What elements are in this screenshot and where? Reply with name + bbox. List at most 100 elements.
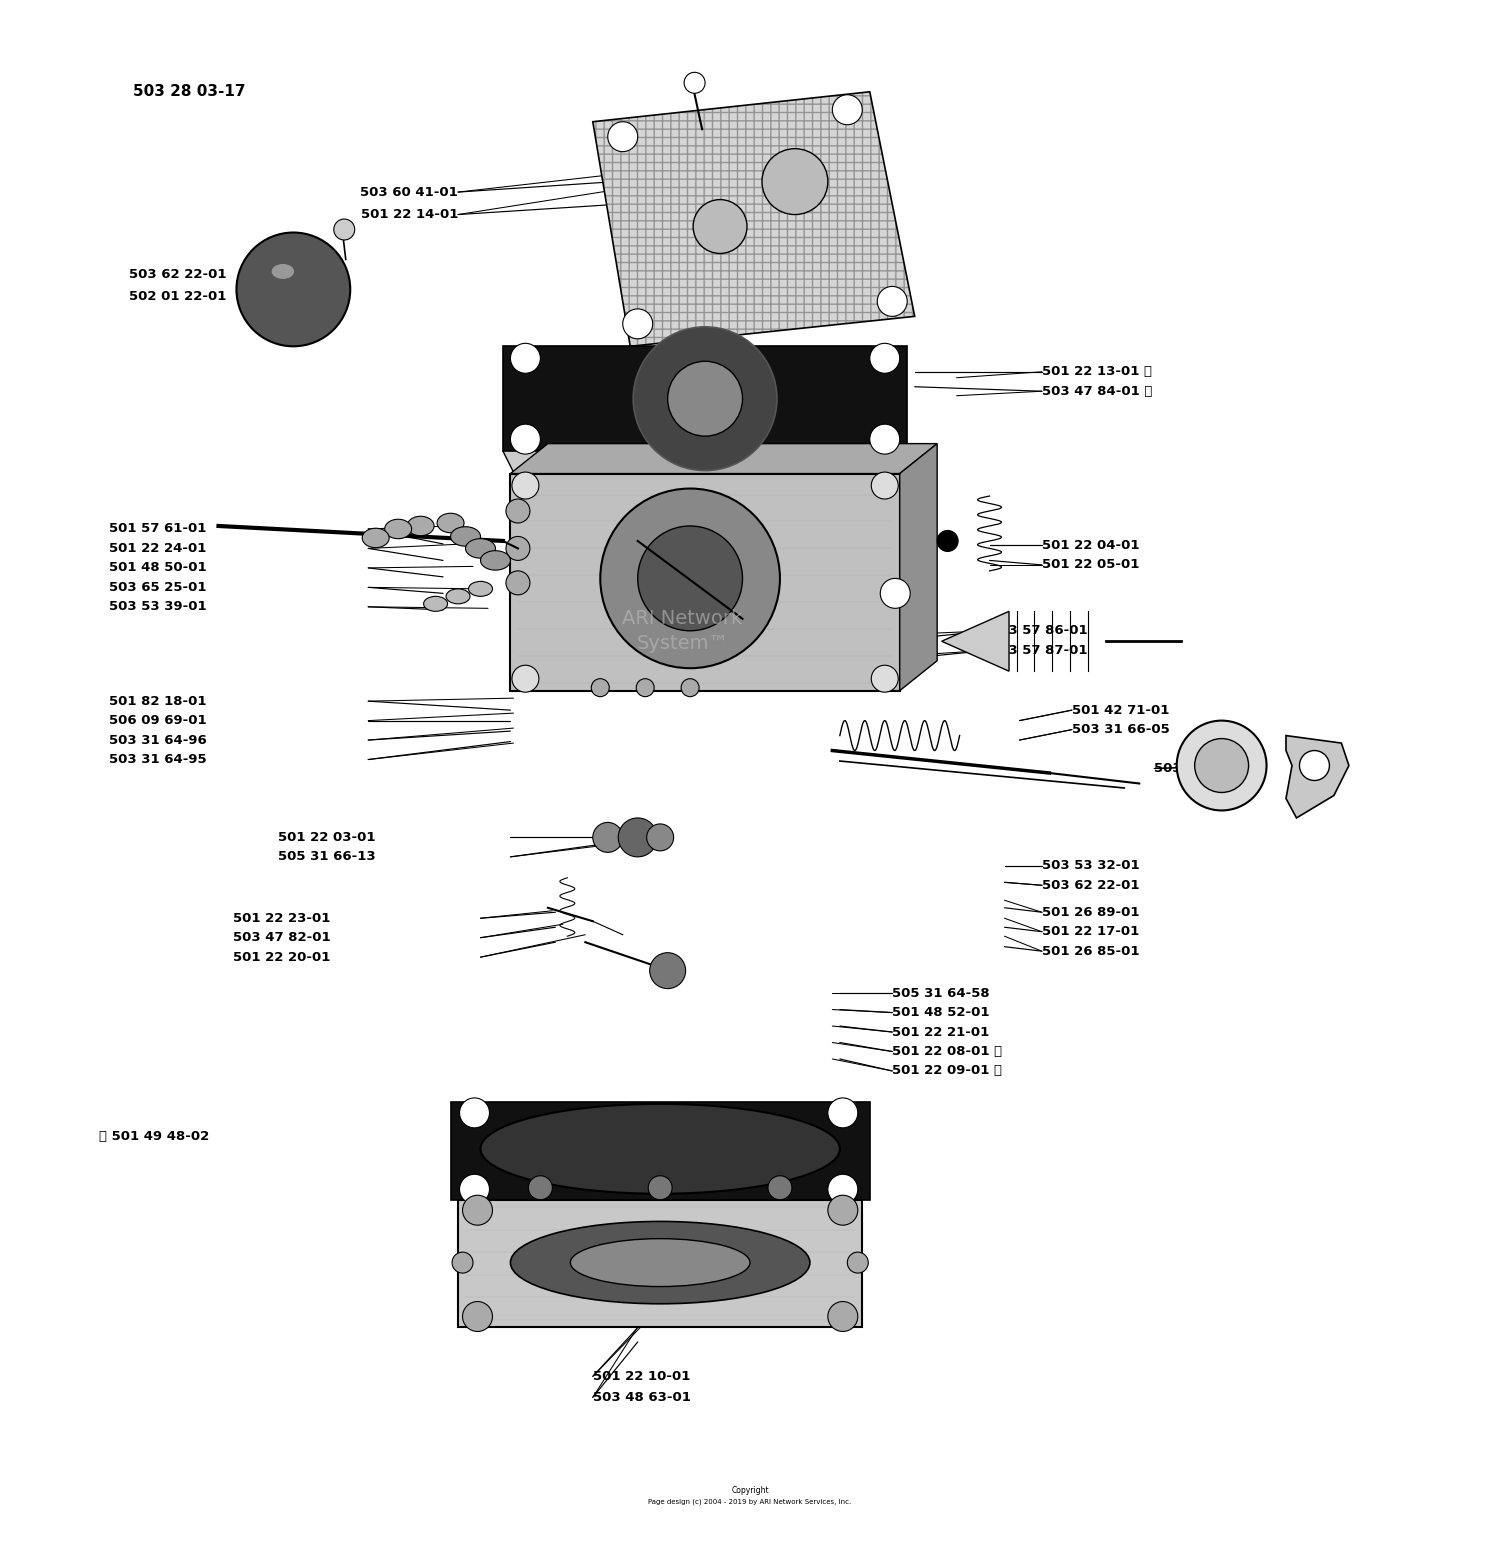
Ellipse shape — [468, 581, 492, 596]
Circle shape — [828, 1097, 858, 1129]
Circle shape — [512, 665, 538, 692]
Polygon shape — [942, 612, 1010, 671]
Circle shape — [828, 1174, 858, 1204]
Text: 503 62 22-01: 503 62 22-01 — [1042, 879, 1140, 891]
Circle shape — [638, 526, 742, 631]
Circle shape — [871, 471, 898, 500]
Text: 501 22 20-01: 501 22 20-01 — [234, 951, 332, 963]
Text: 503 47 82-01: 503 47 82-01 — [234, 932, 332, 944]
Polygon shape — [592, 92, 915, 347]
Circle shape — [1299, 751, 1329, 780]
Circle shape — [528, 1175, 552, 1200]
Text: 503 48 63-01: 503 48 63-01 — [592, 1391, 690, 1403]
Circle shape — [633, 326, 777, 470]
Text: 501 22 13-01 ⑗: 501 22 13-01 ⑗ — [1042, 365, 1152, 378]
Circle shape — [828, 1302, 858, 1332]
Text: 501 22 03-01: 501 22 03-01 — [279, 830, 376, 845]
Text: 501 22 17-01: 501 22 17-01 — [1042, 926, 1138, 938]
Polygon shape — [458, 1200, 862, 1327]
Circle shape — [1194, 738, 1248, 793]
Text: 501 82 18-01: 501 82 18-01 — [110, 695, 207, 707]
Circle shape — [591, 679, 609, 696]
Circle shape — [510, 343, 540, 373]
Text: 503 53 32-01: 503 53 32-01 — [1042, 860, 1140, 873]
Ellipse shape — [570, 1238, 750, 1286]
Circle shape — [878, 286, 908, 317]
Ellipse shape — [510, 1221, 810, 1303]
Text: 501 48 50-01: 501 48 50-01 — [110, 562, 207, 574]
Text: 501 26 89-01: 501 26 89-01 — [1042, 905, 1140, 919]
Text: 501 22 21-01: 501 22 21-01 — [892, 1026, 990, 1038]
Circle shape — [622, 309, 652, 339]
Circle shape — [650, 952, 686, 988]
Text: 501 42 71-01: 501 42 71-01 — [1072, 704, 1170, 716]
Text: 503 60 41-01: 503 60 41-01 — [360, 186, 458, 198]
Circle shape — [762, 148, 828, 214]
Circle shape — [681, 679, 699, 696]
Circle shape — [768, 1175, 792, 1200]
Text: 501 22 08-01 ⑗: 501 22 08-01 ⑗ — [892, 1044, 1002, 1058]
Text: 505 31 64-58: 505 31 64-58 — [892, 987, 990, 999]
Circle shape — [684, 72, 705, 94]
Circle shape — [459, 1174, 489, 1204]
Ellipse shape — [480, 1104, 840, 1194]
Circle shape — [452, 1252, 472, 1274]
Polygon shape — [1286, 735, 1348, 818]
Circle shape — [608, 122, 638, 151]
Text: 503 62 22-01: 503 62 22-01 — [129, 268, 226, 281]
Polygon shape — [450, 1102, 870, 1200]
Text: 501 22 14-01: 501 22 14-01 — [360, 208, 458, 222]
Text: ARI Network
System™: ARI Network System™ — [622, 609, 742, 652]
Circle shape — [1176, 721, 1266, 810]
Circle shape — [693, 200, 747, 253]
Circle shape — [462, 1196, 492, 1225]
Circle shape — [237, 233, 350, 347]
Ellipse shape — [384, 520, 411, 539]
Text: 501 26 85-01: 501 26 85-01 — [1042, 944, 1140, 958]
Circle shape — [833, 95, 862, 125]
Circle shape — [600, 489, 780, 668]
Text: 505 31 66-13: 505 31 66-13 — [279, 851, 376, 863]
Ellipse shape — [446, 588, 470, 604]
Text: 501 22 05-01: 501 22 05-01 — [1042, 559, 1140, 571]
Circle shape — [462, 1302, 492, 1332]
Text: Page design (c) 2004 - 2019 by ARI Network Services, Inc.: Page design (c) 2004 - 2019 by ARI Netwo… — [648, 1499, 852, 1505]
Polygon shape — [510, 443, 938, 473]
Ellipse shape — [406, 517, 433, 535]
Circle shape — [506, 500, 530, 523]
Circle shape — [334, 219, 354, 240]
Circle shape — [506, 537, 530, 560]
Circle shape — [870, 425, 900, 454]
Text: 501 22 10-01: 501 22 10-01 — [592, 1371, 690, 1383]
Circle shape — [880, 579, 910, 609]
Circle shape — [871, 665, 898, 692]
Text: 506 09 69-01: 506 09 69-01 — [110, 713, 207, 727]
Polygon shape — [503, 451, 908, 481]
Text: 503 31 66-05: 503 31 66-05 — [1072, 723, 1170, 737]
Text: 501 22 23-01: 501 22 23-01 — [234, 912, 332, 924]
Text: 503 28 03-17: 503 28 03-17 — [134, 84, 246, 100]
Circle shape — [618, 818, 657, 857]
Text: 503 53 39-01: 503 53 39-01 — [110, 601, 207, 613]
Circle shape — [510, 425, 540, 454]
Text: 501 22 24-01: 501 22 24-01 — [110, 542, 207, 554]
Text: 503 31 64-95: 503 31 64-95 — [110, 752, 207, 766]
Circle shape — [828, 1196, 858, 1225]
Text: 503 47 84-01 ⑗: 503 47 84-01 ⑗ — [1042, 384, 1152, 398]
Ellipse shape — [480, 551, 510, 570]
Ellipse shape — [465, 539, 495, 559]
Circle shape — [646, 824, 674, 851]
Circle shape — [847, 1252, 868, 1274]
Circle shape — [512, 471, 538, 500]
Text: 502 01 22-01: 502 01 22-01 — [129, 290, 226, 303]
Circle shape — [459, 1097, 489, 1129]
Polygon shape — [503, 347, 908, 451]
Circle shape — [592, 823, 622, 852]
Circle shape — [648, 1175, 672, 1200]
Ellipse shape — [436, 514, 463, 532]
Text: Copyright: Copyright — [730, 1486, 770, 1495]
Text: 501 48 52-01: 501 48 52-01 — [892, 1007, 990, 1019]
Text: 503 31 64-96: 503 31 64-96 — [110, 734, 207, 746]
Text: 503 47 83-01: 503 47 83-01 — [1155, 762, 1252, 774]
Circle shape — [870, 343, 900, 373]
